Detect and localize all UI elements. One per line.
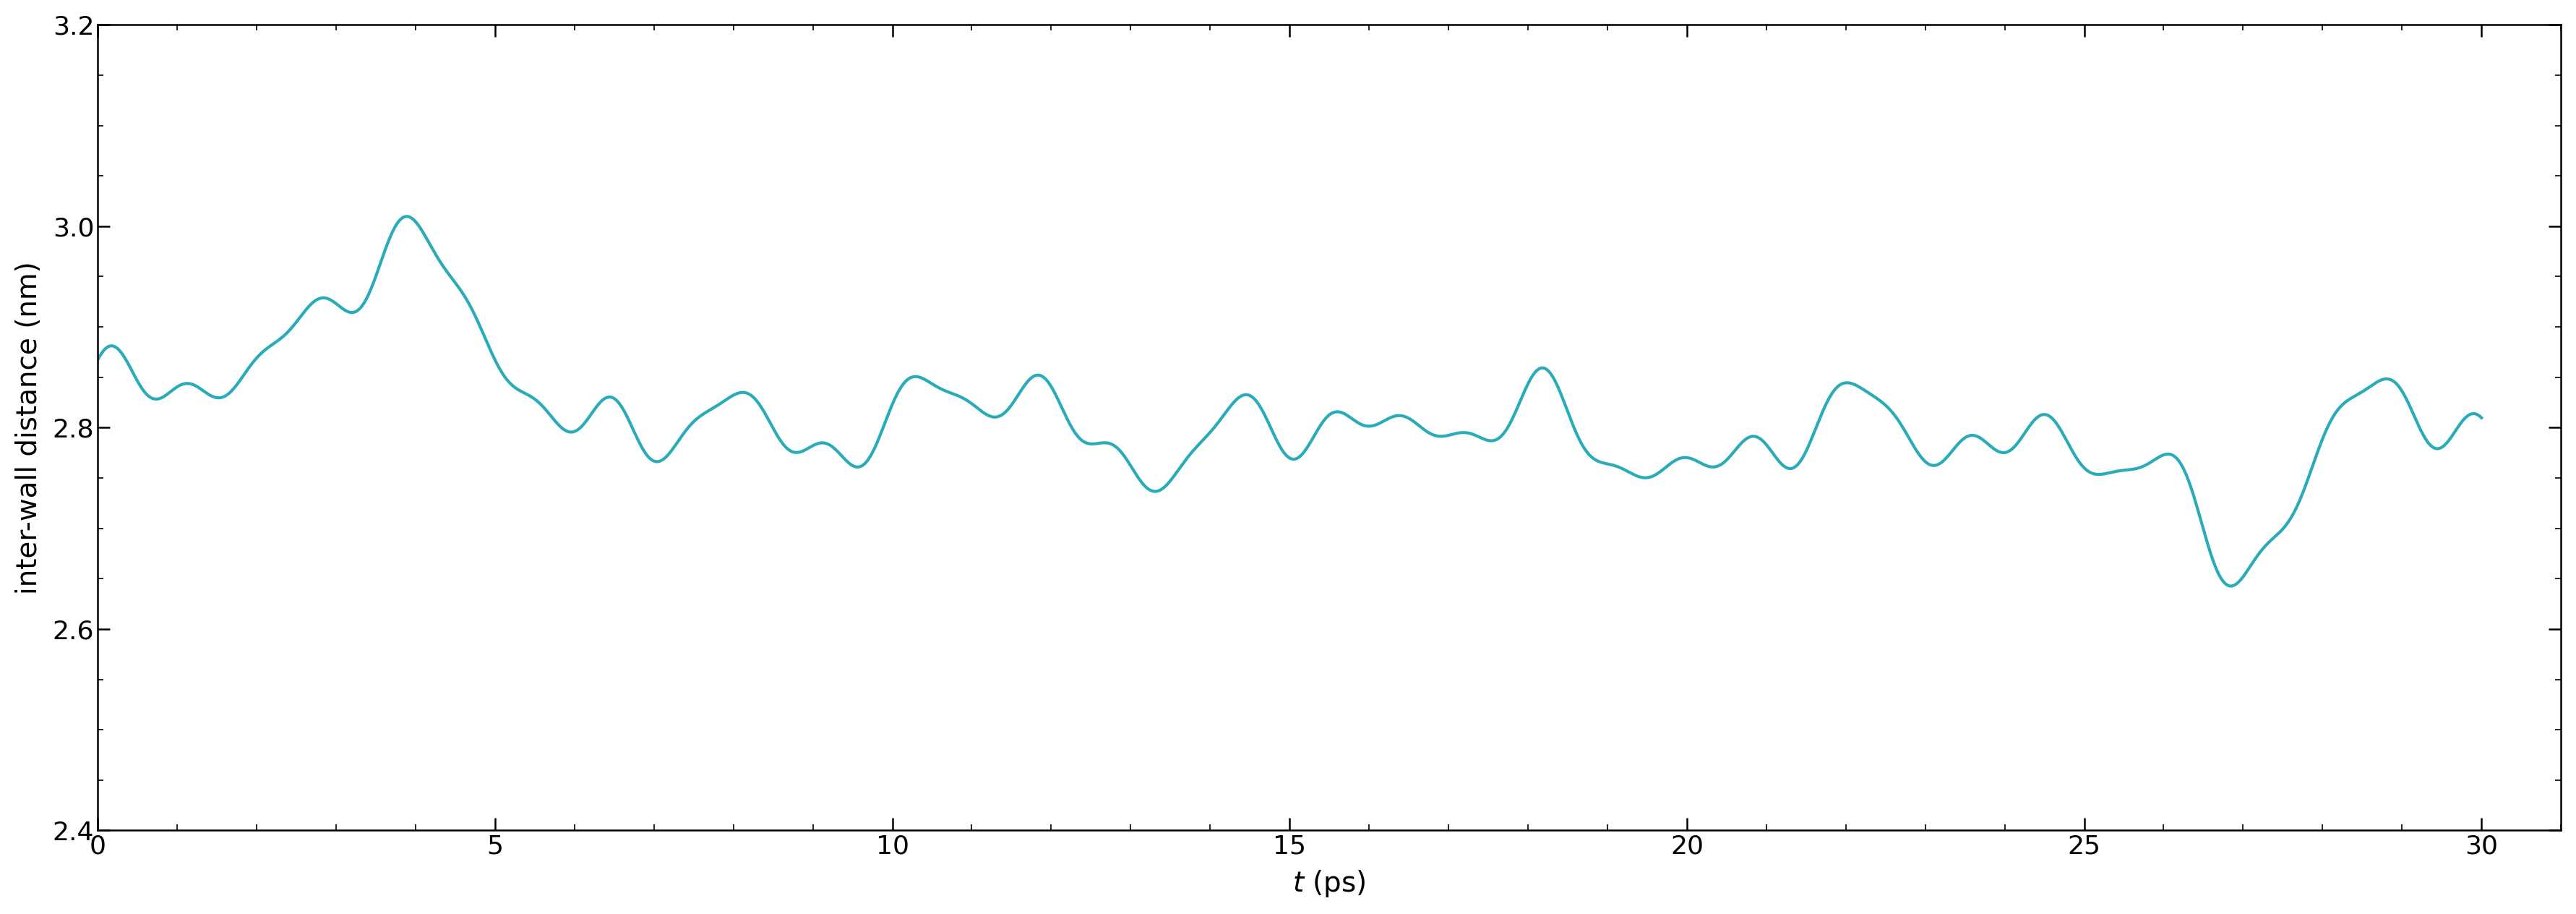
- Y-axis label: inter-wall distance (nm): inter-wall distance (nm): [15, 261, 44, 594]
- X-axis label: $t$ (ps): $t$ (ps): [1293, 868, 1365, 899]
